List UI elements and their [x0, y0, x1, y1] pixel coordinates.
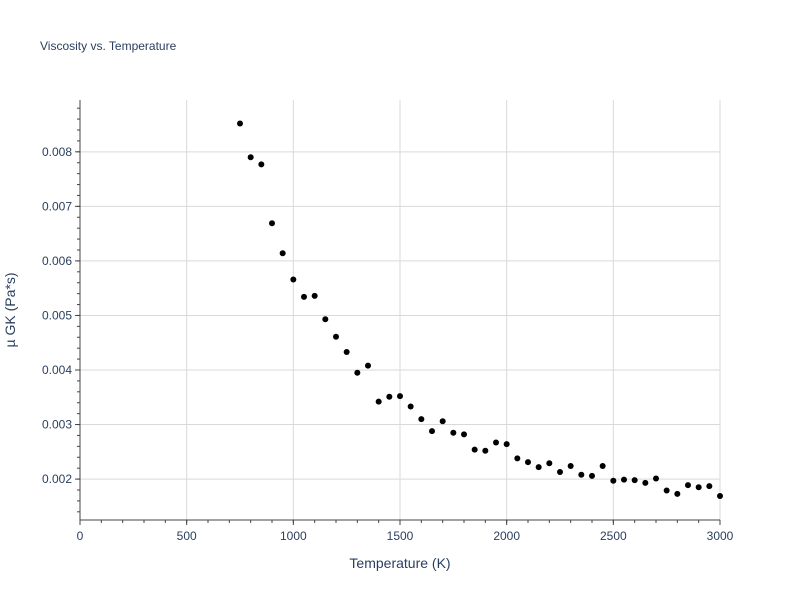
- x-tick-label: 2500: [600, 529, 627, 543]
- data-point: [631, 477, 638, 484]
- data-point: [706, 483, 713, 490]
- data-point: [397, 393, 403, 400]
- data-point: [407, 403, 414, 410]
- x-tick-label: 500: [177, 529, 197, 543]
- x-tick-label: 1000: [280, 529, 307, 543]
- data-point: [493, 439, 499, 446]
- data-point: [471, 446, 478, 453]
- data-point: [269, 220, 275, 227]
- data-points: [237, 120, 723, 499]
- data-point: [322, 316, 329, 323]
- y-tick-label: 0.004: [42, 363, 72, 377]
- x-tick-label: 1500: [387, 529, 414, 543]
- data-point: [461, 431, 467, 438]
- data-point: [578, 471, 585, 478]
- data-point: [237, 120, 243, 127]
- data-point: [663, 487, 670, 494]
- y-tick-label: 0.003: [42, 418, 72, 432]
- data-point: [482, 447, 489, 454]
- axes: [75, 100, 721, 525]
- data-point: [567, 463, 574, 469]
- data-point: [247, 154, 254, 161]
- y-tick-label: 0.005: [42, 308, 72, 322]
- y-tick-label: 0.007: [42, 199, 72, 213]
- data-point: [439, 418, 446, 425]
- data-point: [557, 469, 563, 475]
- data-point: [610, 477, 617, 484]
- y-tick-label: 0.002: [42, 472, 72, 486]
- data-point: [418, 416, 425, 423]
- x-tick-label: 3000: [707, 529, 734, 543]
- data-point: [653, 475, 659, 482]
- data-point: [695, 484, 702, 491]
- data-point: [514, 455, 521, 462]
- x-tick-label: 0: [77, 529, 84, 543]
- data-point: [333, 333, 339, 340]
- data-point: [599, 463, 606, 469]
- data-point: [354, 369, 361, 376]
- y-axis-title: µ GK (Pa*s): [2, 273, 18, 348]
- data-point: [258, 161, 265, 168]
- data-point: [621, 476, 627, 483]
- data-point: [642, 479, 649, 486]
- data-point: [535, 464, 542, 471]
- x-tick-label: 2000: [493, 529, 520, 543]
- data-point: [365, 362, 371, 369]
- data-point: [429, 428, 435, 435]
- y-tick-label: 0.006: [42, 254, 72, 268]
- chart-title: Viscosity vs. Temperature: [40, 39, 177, 53]
- data-point: [375, 398, 382, 405]
- data-point: [290, 276, 297, 283]
- data-point: [503, 441, 510, 448]
- data-point: [546, 460, 553, 467]
- data-point: [386, 393, 393, 400]
- data-point: [450, 429, 457, 436]
- x-axis-title: Temperature (K): [349, 555, 450, 571]
- data-point: [343, 349, 350, 355]
- data-point: [525, 459, 531, 466]
- data-point: [589, 472, 595, 479]
- data-point: [301, 293, 307, 300]
- data-point: [717, 493, 723, 499]
- data-point: [685, 482, 691, 489]
- y-tick-label: 0.008: [42, 145, 72, 159]
- grid: [80, 100, 721, 520]
- tick-labels: 0 500 1000 1500 2000 2500 3000 0.002 0.003 0.004 0…: [42, 145, 734, 543]
- data-point: [311, 292, 318, 299]
- data-point: [279, 250, 286, 257]
- data-point: [674, 490, 681, 497]
